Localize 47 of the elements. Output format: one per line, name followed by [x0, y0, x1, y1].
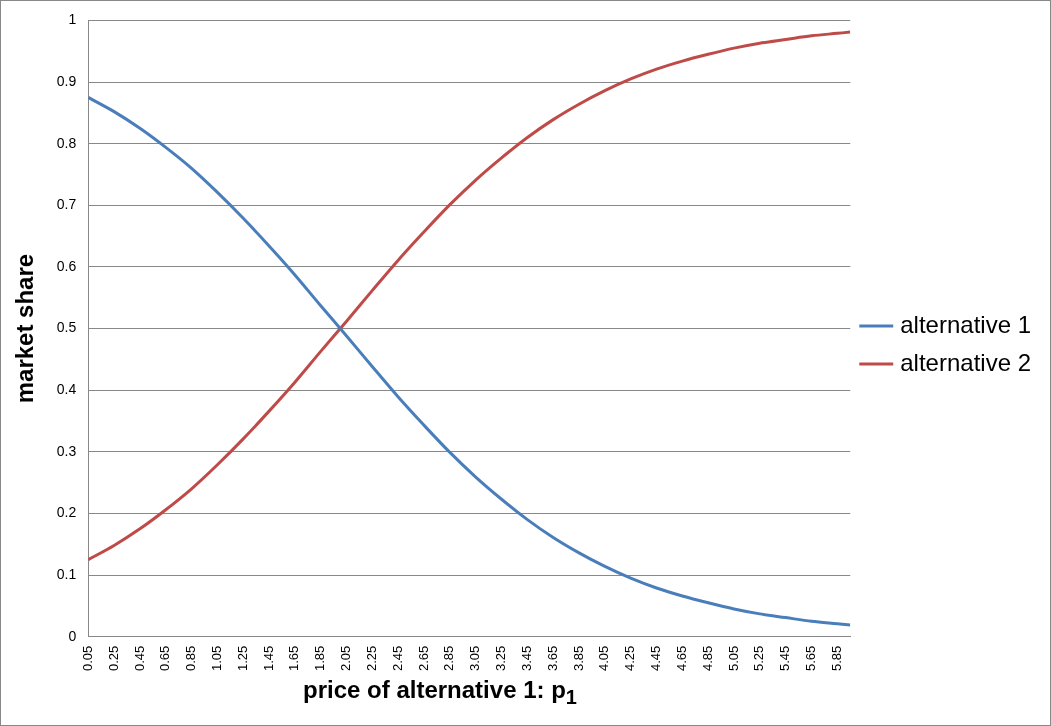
- y-tick-label: 0: [68, 627, 77, 644]
- y-tick-label: 0.3: [56, 442, 77, 459]
- y-tick-label: 0.4: [56, 381, 77, 398]
- x-tick-label: 1.65: [286, 645, 302, 672]
- x-tick-label: 1.85: [312, 645, 328, 672]
- x-tick-label: 2.85: [441, 645, 457, 672]
- x-tick-label: 3.65: [544, 645, 560, 672]
- x-tick-label: 3.25: [493, 645, 509, 672]
- x-tick-label: 0.65: [157, 645, 173, 672]
- x-tick-label: 2.05: [338, 645, 354, 672]
- x-tick-label: 2.25: [363, 645, 379, 672]
- x-tick-label: 4.45: [648, 645, 664, 672]
- y-tick-label: 0.2: [56, 504, 77, 521]
- x-tick-label: 0.05: [79, 645, 95, 672]
- x-tick-label: 1.45: [260, 645, 276, 672]
- x-tick-label: 1.05: [208, 645, 224, 672]
- x-tick-label: 4.25: [622, 645, 638, 672]
- y-tick-label: 0.8: [56, 134, 77, 151]
- legend-label: alternative 2: [900, 348, 1031, 376]
- x-tick-label: 0.45: [131, 645, 147, 672]
- x-tick-label: 5.05: [725, 645, 741, 672]
- y-tick-label: 0.5: [56, 319, 77, 336]
- y-axis-title: market share: [11, 253, 39, 404]
- line-series: [88, 30, 851, 562]
- x-tick-label: 2.65: [415, 645, 431, 672]
- y-tick-label: 0.6: [56, 257, 77, 274]
- x-tick-label: 4.65: [673, 645, 689, 672]
- x-tick-label: 5.65: [803, 645, 819, 672]
- x-tick-label: 4.85: [699, 645, 715, 672]
- legend-label: alternative 1: [900, 310, 1031, 338]
- x-tick-label: 0.25: [105, 645, 121, 672]
- x-tick-label: 4.05: [596, 645, 612, 672]
- x-tick-label: 5.45: [777, 645, 793, 672]
- y-tick-label: 1: [68, 11, 77, 28]
- x-tick-label: 1.25: [234, 645, 250, 672]
- line-series: [88, 95, 851, 627]
- x-tick-label: 5.25: [751, 645, 767, 672]
- y-tick-label: 0.9: [56, 72, 77, 89]
- y-tick-label: 0.1: [56, 565, 77, 582]
- x-tick-label: 5.85: [828, 645, 844, 672]
- x-tick-label: 2.45: [389, 645, 405, 672]
- x-axis-title: price of alternative 1: p$_{1}$: [302, 676, 578, 709]
- y-tick-label: 0.7: [56, 196, 77, 213]
- x-tick-label: 3.85: [570, 645, 586, 672]
- x-tick-label: 3.45: [518, 645, 534, 672]
- x-tick-label: 3.05: [467, 645, 483, 672]
- x-tick-label: 0.85: [183, 645, 199, 672]
